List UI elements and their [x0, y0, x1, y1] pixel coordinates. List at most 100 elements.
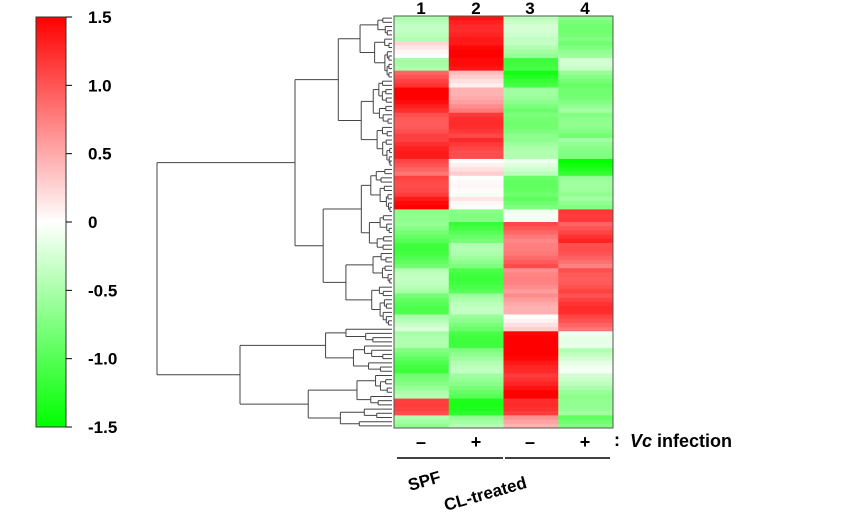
heatmap-cell [503, 116, 559, 122]
heatmap-cell [503, 167, 559, 172]
heatmap-cell [394, 87, 450, 93]
heatmap-cell [394, 259, 450, 265]
heatmap-cell [448, 356, 504, 362]
colorbar-tick-label: 1.5 [88, 8, 112, 27]
heatmap-cell [558, 100, 614, 105]
heatmap-cell [394, 158, 450, 164]
heatmap-cell [503, 251, 559, 257]
heatmap-cell [503, 146, 559, 151]
heatmap-cell [503, 100, 559, 105]
heatmap-cell [448, 364, 504, 370]
colorbar-tick-label: -1.0 [88, 350, 117, 369]
heatmap-cell [394, 234, 450, 240]
heatmap-cell [394, 276, 450, 282]
heatmap-cell [558, 188, 614, 193]
heatmap-cell [558, 125, 614, 130]
heatmap-cell [558, 116, 614, 122]
heatmap-cell [558, 402, 614, 408]
heatmap-cell [448, 213, 504, 219]
heatmap-cell [558, 200, 614, 206]
heatmap-cell [558, 79, 614, 84]
heatmap-cell [394, 356, 450, 362]
heatmap-cell [448, 343, 504, 349]
column-number-1: 1 [416, 0, 425, 18]
heatmap-cell [503, 226, 559, 231]
heatmap-cell [503, 411, 559, 416]
heatmap-cell [448, 423, 504, 429]
heatmap-cell [394, 53, 450, 59]
heatmap-cell [394, 213, 450, 219]
heatmap-cell [558, 331, 614, 336]
heatmap-cell [448, 243, 504, 248]
heatmap-cell [558, 209, 614, 214]
heatmap-cell [448, 146, 504, 151]
heatmap-cell [394, 411, 450, 416]
heatmap-cell [394, 95, 450, 101]
heatmap-cell [394, 129, 450, 135]
heatmap-cell [503, 289, 559, 294]
heatmap-cell [394, 243, 450, 248]
heatmap-cell [558, 322, 614, 328]
heatmap-cell [448, 255, 504, 261]
heatmap-cell [558, 360, 614, 366]
heatmap-cell [394, 301, 450, 307]
heatmap-cell [394, 390, 450, 395]
heatmap-cell [503, 175, 559, 181]
heatmap-cell [448, 167, 504, 172]
heatmap-cell [394, 406, 450, 412]
heatmap-cell [558, 146, 614, 151]
heatmap-cell [503, 394, 559, 399]
heatmap-cell [448, 394, 504, 399]
heatmap-cell [503, 276, 559, 282]
heatmap-cell [503, 259, 559, 265]
heatmap-cell [503, 45, 559, 51]
heatmap-cell [503, 272, 559, 278]
heatmap-cell [448, 150, 504, 156]
heatmap-cell [503, 322, 559, 328]
heatmap-cell [503, 310, 559, 315]
heatmap-cell [448, 129, 504, 135]
heatmap-cell [394, 125, 450, 130]
heatmap-cell [394, 137, 450, 143]
heatmap-cell [503, 230, 559, 236]
heatmap-cell [448, 137, 504, 143]
heatmap-cell [558, 394, 614, 399]
heatmap-cell [503, 20, 559, 25]
heatmap-cell [503, 154, 559, 160]
heatmap-cell [448, 251, 504, 257]
heatmap-cell [558, 163, 614, 168]
heatmap-cell [448, 272, 504, 278]
heatmap-cell [394, 297, 450, 303]
heatmap-cell [448, 419, 504, 425]
heatmap-cell [394, 255, 450, 261]
heatmap-cell [448, 327, 504, 332]
heatmap-cell [558, 348, 614, 353]
heatmap-cell [503, 91, 559, 97]
heatmap-cell [448, 158, 504, 164]
heatmap-cell [448, 234, 504, 240]
heatmap-cell [503, 188, 559, 193]
heatmap-cell [394, 66, 450, 72]
heatmap-cell [503, 16, 559, 21]
colorbar [35, 16, 67, 428]
heatmap-cell [448, 373, 504, 378]
heatmap-cell [394, 121, 450, 126]
heatmap-cell [394, 385, 450, 391]
heatmap-cell [558, 390, 614, 395]
heatmap-cell [448, 310, 504, 315]
heatmap-cell [394, 91, 450, 97]
heatmap-cell [448, 335, 504, 341]
heatmap-cell [558, 238, 614, 244]
heatmap-cell [503, 24, 559, 30]
heatmap-cell [503, 335, 559, 341]
heatmap-cell [558, 158, 614, 164]
heatmap-cell [448, 200, 504, 206]
heatmap-cell [448, 360, 504, 366]
heatmap-cell [558, 41, 614, 46]
heatmap-cell [503, 192, 559, 198]
heatmap-cell [448, 87, 504, 93]
heatmap-cell [503, 53, 559, 59]
heatmap-cell [394, 280, 450, 286]
heatmap-cell [558, 297, 614, 303]
